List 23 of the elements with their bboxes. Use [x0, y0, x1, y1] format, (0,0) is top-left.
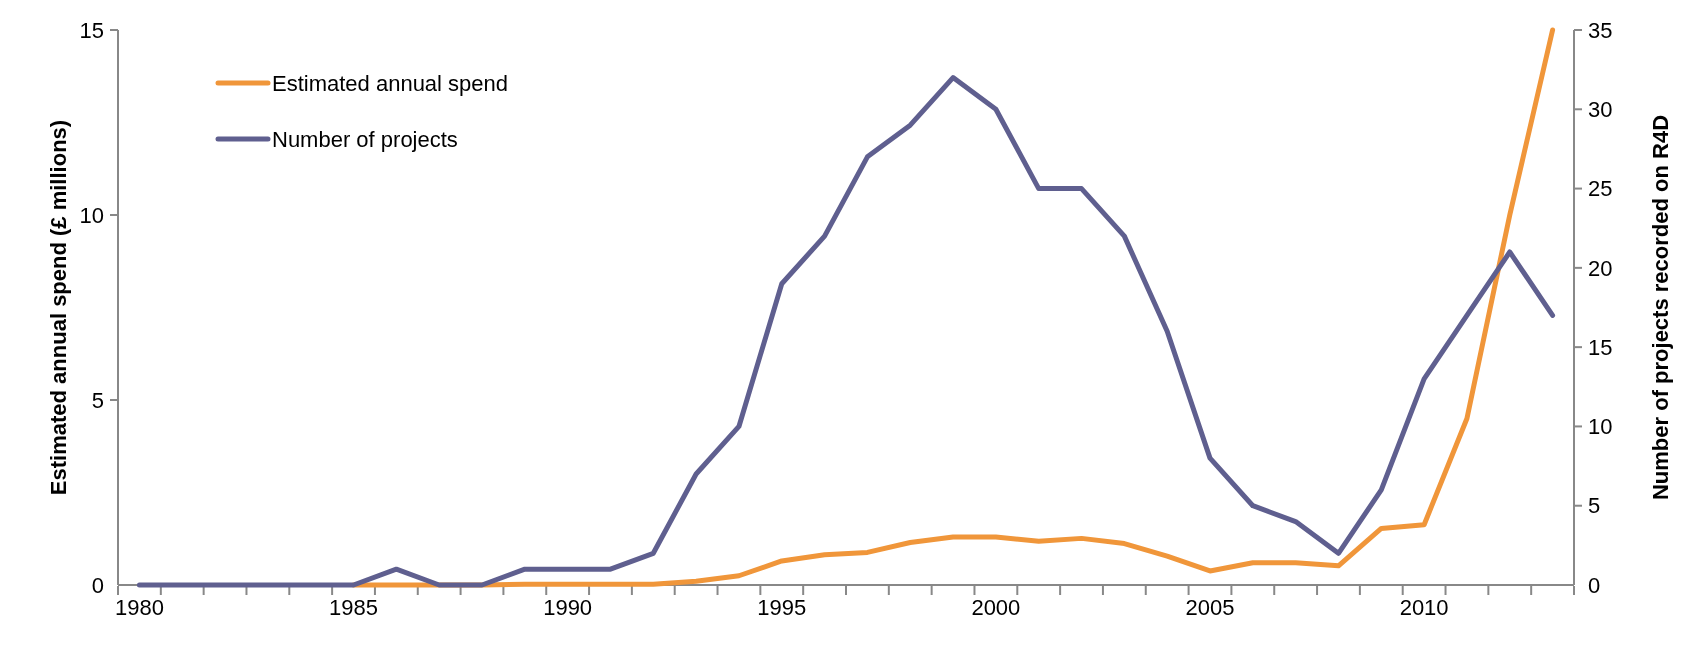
y-tick-label: 5	[91, 387, 104, 413]
x-tick-label: 1990	[543, 595, 593, 620]
y2-tick-label: 35	[1588, 17, 1613, 43]
x-tick-label: 2010	[1399, 595, 1449, 620]
x-tick-label: 1985	[329, 595, 379, 620]
x-tick-label: 1980	[114, 595, 164, 620]
y-axis-title: Estimated annual spend (£ millions)	[46, 119, 71, 496]
y-tick-label: 10	[79, 202, 104, 228]
y2-tick-label: 5	[1588, 493, 1601, 519]
y2-axis-title: Number of projects recorded on R4D	[1648, 114, 1673, 501]
y2-tick-label: 10	[1588, 414, 1613, 440]
legend-label: Estimated annual spend	[272, 70, 509, 96]
y2-tick-label: 20	[1588, 255, 1613, 281]
y-tick-label: 15	[79, 17, 104, 43]
x-tick-label: 2005	[1185, 595, 1235, 620]
x-tick-label: 1995	[757, 595, 807, 620]
x-tick-label: 2000	[971, 595, 1021, 620]
y2-tick-label: 25	[1588, 176, 1613, 202]
y2-tick-label: 0	[1588, 572, 1601, 598]
y-tick-label: 0	[91, 572, 104, 598]
y2-tick-label: 30	[1588, 96, 1613, 122]
legend-label: Number of projects	[272, 126, 458, 152]
y2-tick-label: 15	[1588, 334, 1613, 360]
